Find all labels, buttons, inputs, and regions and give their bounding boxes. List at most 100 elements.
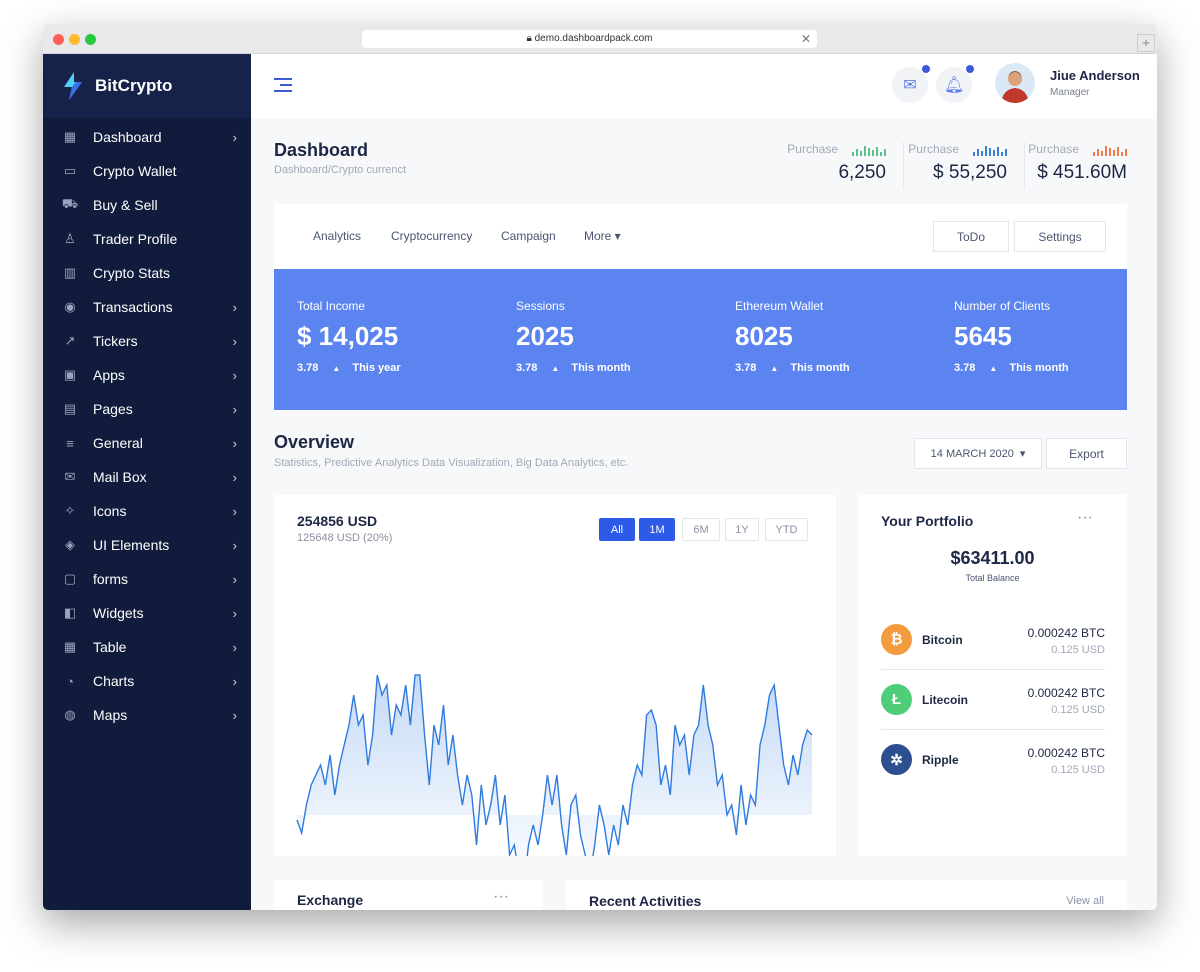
sidebar-item-label: Dashboard	[93, 129, 162, 145]
notifications-button[interactable]: 🔔︎	[936, 65, 974, 103]
notification-dot	[966, 65, 974, 73]
apps-icon: ▣	[63, 367, 77, 382]
sidebar-item-label: Crypto Wallet	[93, 163, 177, 179]
kpi-title: Number of Clients	[954, 299, 1051, 313]
sidebar-item-trader-profile[interactable]: ♙ Trader Profile	[43, 222, 251, 256]
mail-icon: ✉	[64, 469, 76, 484]
cart-icon: ⛟	[61, 196, 79, 211]
kpi-ethereum-wallet: Ethereum Wallet 8025 3.78 ▲ This month	[735, 299, 850, 374]
area-fill	[297, 675, 812, 856]
caret-down-icon: ▾	[1019, 448, 1026, 460]
kpi-period: This month	[1009, 362, 1069, 374]
user-icon: ♙	[64, 231, 76, 246]
view-all-link[interactable]: View all	[1066, 895, 1104, 907]
close-tab-icon[interactable]: ✕	[800, 32, 811, 46]
bell-icon: 🔔︎	[943, 77, 965, 94]
breadcrumb[interactable]: Dashboard/Crypto currenct	[274, 164, 407, 176]
kpi-banner: Total Income $ 14,025 3.78 ▲ This year Sessio…	[274, 269, 1127, 410]
chevron-right-icon: ›	[232, 333, 237, 349]
bolt-logo-icon	[64, 72, 82, 100]
url-text: demo.dashboardpack.com	[534, 33, 653, 44]
portfolio-coin-bitcoin[interactable]: ₿ Bitcoin 0.000242 BTC 0.125 USD	[881, 610, 1105, 670]
tab-analytics[interactable]: Analytics	[313, 229, 362, 243]
address-bar[interactable]: 🔒︎ demo.dashboardpack.com ✕	[362, 30, 817, 48]
range-6m-button[interactable]: 6M	[682, 518, 720, 541]
avatar[interactable]	[995, 63, 1035, 103]
purchase-label: Purchase	[908, 142, 959, 156]
purchase-stat: Purchase $ 55,250	[908, 142, 1007, 184]
date-value: 14 MARCH 2020	[930, 447, 1014, 460]
sidebar-item-label: Apps	[93, 367, 125, 383]
sidebar-item-mail-box[interactable]: ✉ Mail Box ›	[43, 460, 251, 494]
sidebar-item-charts[interactable]: ◔ Charts ›	[43, 664, 251, 698]
sidebar-item-table[interactable]: ▦ Table ›	[43, 630, 251, 664]
sidebar-item-pages[interactable]: ▤ Pages ›	[43, 392, 251, 426]
range-1m-button[interactable]: 1M	[639, 518, 675, 541]
sidebar-item-buy-sell[interactable]: ⛟ Buy & Sell	[43, 188, 251, 222]
portfolio-coin-litecoin[interactable]: Ł Litecoin 0.000242 BTC 0.125 USD	[881, 670, 1105, 730]
purchase-stat: Purchase 6,250	[787, 142, 886, 184]
sidebar-item-label: Tickers	[93, 333, 138, 349]
sidebar-item-maps[interactable]: ◍ Maps ›	[43, 698, 251, 732]
sidebar-item-tickers[interactable]: ↗ Tickers ›	[43, 324, 251, 358]
settings-button[interactable]: Settings	[1014, 221, 1106, 252]
tab-more-dropdown[interactable]: More ▾	[584, 229, 621, 243]
coin-name: Bitcoin	[922, 633, 963, 647]
sidebar-item-icons[interactable]: ✧ Icons ›	[43, 494, 251, 528]
sliders-icon: ≡	[66, 435, 74, 451]
sparkle-icon: ✧	[64, 503, 76, 518]
mini-bar-chart-icon	[852, 144, 886, 156]
price-area-chart[interactable]	[274, 495, 836, 856]
kpi-period: This month	[790, 362, 850, 374]
grid-icon: ▦	[63, 129, 77, 144]
main-content: ✉ 🔔︎ Jiue Anderson Manager Dashboard Das…	[251, 54, 1157, 910]
menu-toggle-icon[interactable]	[274, 78, 292, 96]
chart-value: 254856 USD	[297, 513, 378, 529]
tab-campaign[interactable]: Campaign	[501, 229, 556, 243]
eye-icon: ◉	[64, 299, 76, 314]
overview-subtitle: Statistics, Predictive Analytics Data Vi…	[274, 457, 629, 469]
user-name[interactable]: Jiue Anderson	[1050, 68, 1140, 83]
sidebar-item-general[interactable]: ≡ General ›	[43, 426, 251, 460]
close-window-button[interactable]	[53, 34, 64, 45]
sidebar-item-ui-elements[interactable]: ◈ UI Elements ›	[43, 528, 251, 562]
brand-logo[interactable]: BitCrypto	[43, 54, 251, 118]
purchase-value: 6,250	[838, 162, 886, 183]
sidebar-item-dashboard[interactable]: ▦ Dashboard ›	[43, 120, 251, 154]
globe-icon: ◍	[64, 707, 76, 722]
chevron-right-icon: ›	[232, 673, 237, 689]
lock-icon: 🔒︎	[526, 33, 535, 44]
sidebar-item-transactions[interactable]: ◉ Transactions ›	[43, 290, 251, 324]
coin-btc: 0.000242 BTC	[1027, 686, 1105, 700]
overview-header: Overview Statistics, Predictive Analytic…	[274, 432, 628, 469]
export-button[interactable]: Export	[1046, 438, 1127, 469]
todo-button[interactable]: ToDo	[933, 221, 1009, 252]
tab-cryptocurrency[interactable]: Cryptocurrency	[391, 229, 473, 243]
range-all-button[interactable]: All	[599, 518, 635, 541]
sidebar-item-widgets[interactable]: ◧ Widgets ›	[43, 596, 251, 630]
portfolio-coin-ripple[interactable]: ✲ Ripple 0.000242 BTC 0.125 USD	[881, 730, 1105, 790]
new-tab-button[interactable]: +	[1137, 34, 1155, 52]
sidebar-item-crypto-stats[interactable]: ▥ Crypto Stats	[43, 256, 251, 290]
sidebar-item-forms[interactable]: ▢ forms ›	[43, 562, 251, 596]
sidebar-item-label: Table	[93, 639, 127, 655]
purchase-label: Purchase	[1028, 142, 1079, 156]
kpi-title: Ethereum Wallet	[735, 299, 824, 313]
more-options-icon[interactable]: ···	[493, 888, 509, 905]
mail-button[interactable]: ✉	[892, 65, 930, 103]
more-options-icon[interactable]: ···	[1077, 509, 1093, 526]
top-bar: ✉ 🔔︎ Jiue Anderson Manager	[251, 54, 1157, 119]
sidebar-item-apps[interactable]: ▣ Apps ›	[43, 358, 251, 392]
minimize-window-button[interactable]	[69, 34, 80, 45]
kpi-title: Sessions	[516, 299, 565, 313]
sidebar-item-crypto-wallet[interactable]: ▭ Crypto Wallet	[43, 154, 251, 188]
kpi-value: 8025	[735, 321, 793, 351]
date-dropdown[interactable]: 14 MARCH 2020 ▾	[914, 438, 1042, 469]
sidebar-item-label: Icons	[93, 503, 127, 519]
range-1y-button[interactable]: 1Y	[725, 518, 759, 541]
coin-btc: 0.000242 BTC	[1027, 626, 1105, 640]
pages-icon: ▤	[63, 401, 77, 416]
maximize-window-button[interactable]	[85, 34, 96, 45]
range-ytd-button[interactable]: YTD	[765, 518, 808, 541]
arrow-up-icon: ▲	[770, 364, 779, 373]
